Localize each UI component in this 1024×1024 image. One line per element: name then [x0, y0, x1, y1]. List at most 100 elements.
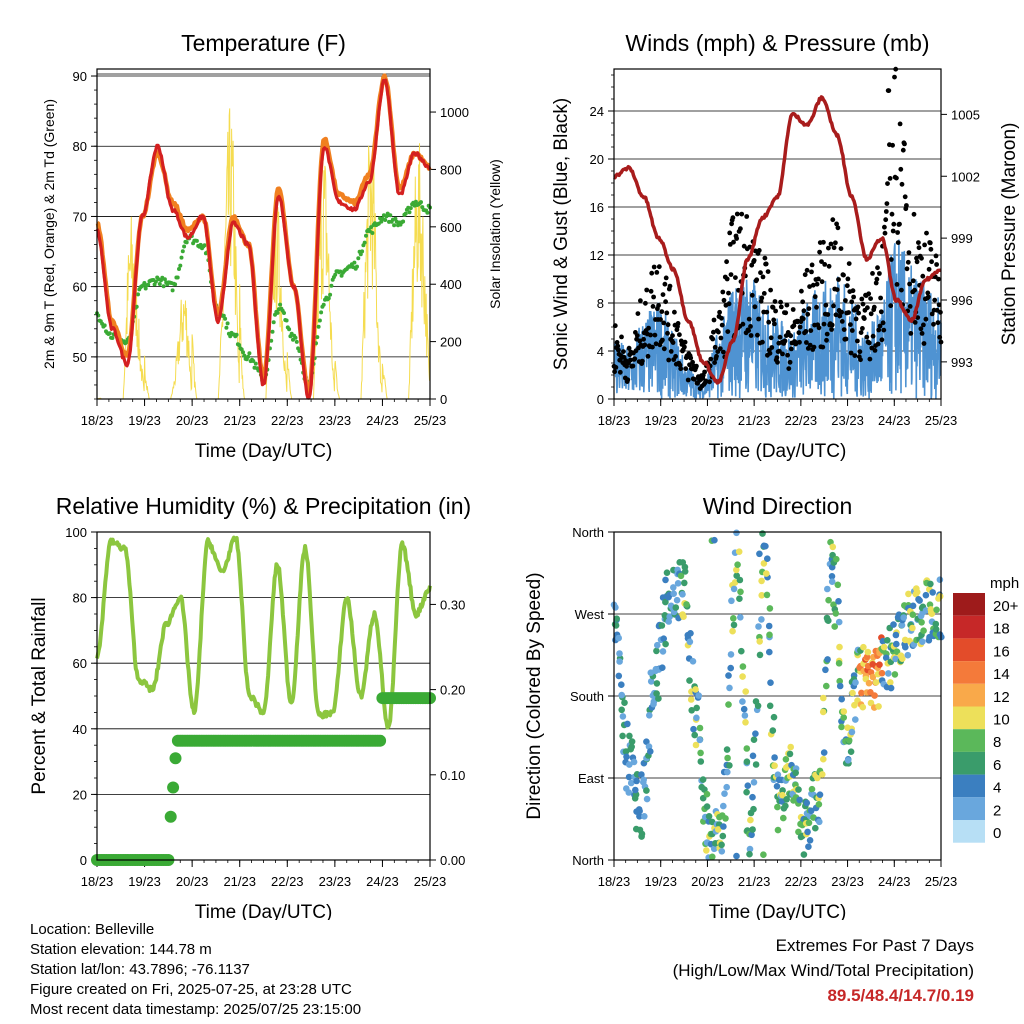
direction-point: [782, 756, 790, 763]
direction-point: [876, 661, 883, 668]
gust-point: [659, 309, 665, 314]
gust-point: [836, 277, 841, 282]
direction-point: [904, 651, 912, 659]
gust-point: [892, 74, 897, 80]
gust-point: [814, 281, 820, 287]
gust-point: [882, 224, 887, 230]
gust-point: [783, 310, 789, 316]
gust-point: [711, 317, 717, 323]
gust-point: [866, 340, 872, 346]
gust-point: [800, 316, 806, 322]
gust-point: [771, 317, 777, 323]
direction-point: [872, 679, 880, 686]
precip-point: [374, 734, 387, 747]
gust-point: [807, 284, 812, 289]
dewpoint-point: [271, 320, 276, 325]
gust-point: [677, 332, 682, 338]
gust-point: [910, 278, 916, 284]
direction-point: [643, 738, 650, 745]
gust-point: [772, 299, 778, 304]
direction-point: [828, 578, 836, 585]
direction-point: [618, 706, 625, 714]
gust-point: [861, 316, 867, 321]
gust-point: [875, 265, 880, 271]
gust-point: [932, 297, 938, 303]
gust-point: [650, 304, 656, 309]
gust-point: [858, 330, 864, 335]
direction-point: [766, 648, 773, 656]
gust-point: [880, 320, 886, 326]
direction-point: [737, 588, 744, 596]
direction-point: [697, 749, 704, 757]
legend-swatch: [953, 797, 985, 820]
direction-point: [765, 622, 773, 630]
direction-point: [760, 851, 767, 858]
direction-point: [738, 647, 745, 655]
gust-point: [614, 340, 620, 345]
gust-point: [907, 304, 913, 309]
x-tick-label: 22/23: [785, 874, 818, 889]
direction-point: [736, 595, 743, 602]
direction-point: [742, 688, 749, 695]
direction-point: [806, 837, 814, 844]
y2-tick-label: 400: [440, 277, 462, 292]
gust-point: [754, 277, 760, 283]
chart-title: Relative Humidity (%) & Precipitation (i…: [56, 493, 471, 519]
dewpoint-point: [234, 332, 239, 337]
direction-point: [736, 576, 744, 584]
direction-point: [724, 768, 731, 776]
dewpoint-point: [223, 316, 228, 321]
gust-point: [860, 326, 865, 331]
gust-point: [916, 240, 921, 246]
y-tick-label: 60: [73, 656, 87, 671]
direction-point: [913, 588, 921, 596]
direction-point: [892, 655, 899, 663]
legend-label: 2: [993, 802, 1001, 819]
gust-point: [872, 348, 878, 353]
dewpoint-point: [178, 263, 183, 268]
dewpoint-point: [146, 282, 151, 287]
direction-point: [769, 727, 777, 734]
legend-label: 6: [993, 757, 1001, 774]
x-tick-label: 22/23: [271, 874, 304, 889]
y2-tick-label: 800: [440, 162, 462, 177]
direction-point: [838, 695, 845, 703]
gust-point: [868, 311, 874, 317]
direction-point: [721, 790, 728, 797]
dewpoint-point: [329, 283, 334, 288]
direction-point: [746, 845, 754, 853]
gust-point: [660, 292, 666, 297]
latlon-text: Station lat/lon: 43.7896; -76.1137: [30, 961, 250, 978]
gust-point: [894, 175, 899, 181]
y-tick-label: 4: [597, 344, 604, 359]
direction-point: [783, 796, 790, 803]
gust-point: [682, 344, 687, 350]
precip-point: [169, 752, 182, 765]
direction-point: [672, 604, 680, 611]
direction-point: [647, 678, 655, 685]
direction-point: [643, 787, 650, 794]
gust-point: [710, 336, 716, 342]
gust-point: [856, 310, 861, 316]
direction-point: [859, 703, 867, 711]
gust-point: [919, 331, 925, 336]
direction-point: [723, 783, 730, 791]
gust-point: [914, 255, 919, 261]
gust-point: [876, 327, 882, 333]
dewpoint-point: [408, 206, 413, 211]
legend-swatch: [953, 661, 985, 684]
gust-point: [817, 249, 822, 255]
gust-point: [920, 273, 926, 279]
gust-point: [668, 349, 674, 354]
direction-point: [681, 579, 688, 587]
legend-label: 14: [993, 666, 1010, 683]
x-tick-label: 21/23: [738, 413, 771, 428]
dewpoint-point: [407, 210, 412, 215]
direction-point: [845, 737, 853, 744]
direction-point: [659, 664, 666, 671]
x-tick-label: 19/23: [644, 874, 677, 889]
gust-point: [879, 337, 885, 343]
direction-point: [612, 604, 619, 611]
direction-point: [756, 651, 764, 659]
temperature-panel: Temperature (F) 50 60 70 80 90 18/23 19/23 20/23…: [41, 30, 503, 462]
